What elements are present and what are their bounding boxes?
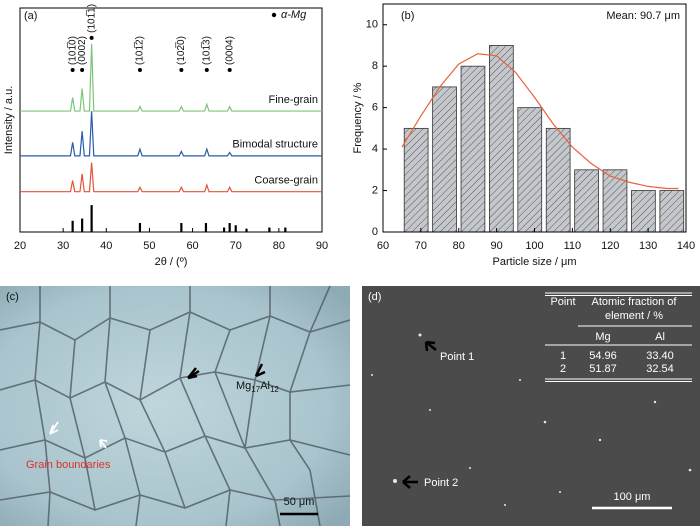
phase-label: Mg17Al12	[236, 380, 279, 394]
histogram-bar	[517, 107, 543, 233]
peak-label: (101̅2)	[134, 36, 146, 65]
scale-bar-label: 50 μm	[284, 496, 315, 508]
histogram-bar	[574, 169, 599, 233]
point-label: Point 2	[424, 477, 458, 489]
peak-label: (101̅0)	[66, 36, 78, 65]
series-line	[20, 43, 322, 112]
plot-frame	[19, 7, 323, 233]
peak-marker	[89, 35, 94, 40]
series-line	[20, 111, 322, 157]
histogram-bar	[489, 45, 514, 233]
phase-text: Al	[260, 380, 270, 392]
peak-marker	[80, 68, 85, 72]
fit-curve	[401, 53, 679, 190]
x-tick-label: 50	[143, 240, 155, 252]
x-axis-label: Particle size / μm	[493, 256, 577, 268]
table-cell: 2	[560, 363, 566, 375]
legend-marker	[271, 12, 277, 18]
series-label: Bimodal structure	[232, 139, 318, 151]
peak-label: (0002)	[77, 36, 88, 65]
panel-label: (b)	[401, 10, 414, 22]
x-axis-label: 2θ / (º)	[155, 256, 188, 268]
phase-subscript: 17	[251, 385, 260, 394]
y-tick-label: 0	[372, 226, 378, 238]
sem-d	[362, 286, 700, 526]
x-tick-label: 70	[415, 240, 427, 252]
histogram-bar	[460, 65, 486, 233]
y-tick-label: 6	[372, 102, 378, 114]
peak-label: (0004)	[224, 36, 235, 65]
peak-marker	[179, 68, 184, 72]
histogram-bar	[403, 127, 429, 233]
x-tick-label: 120	[601, 240, 619, 252]
x-tick-label: 40	[100, 240, 112, 252]
y-tick-label: 2	[372, 184, 378, 196]
x-tick-label: 70	[230, 240, 242, 252]
peak-marker	[204, 68, 209, 72]
histogram-bar	[659, 190, 685, 233]
peak-label: (101̅3)	[200, 36, 212, 65]
legend-label: α-Mg	[281, 9, 307, 21]
x-tick-label: 90	[491, 240, 503, 252]
peak-label: (102̅0)	[175, 36, 187, 65]
x-tick-label: 110	[564, 240, 582, 252]
grain-boundary-label: Grain boundaries	[26, 459, 111, 471]
table-column: Mg	[595, 331, 610, 343]
panel-label: (a)	[24, 10, 37, 22]
x-tick-label: 60	[186, 240, 198, 252]
histogram-bar	[631, 190, 656, 233]
panel-label: (d)	[368, 291, 381, 303]
table-cell: 1	[560, 350, 566, 362]
table-header: Point	[550, 296, 575, 308]
table-cell: 32.54	[646, 363, 674, 375]
peak-label: (101̅1)	[85, 4, 97, 33]
x-tick-label: 140	[677, 240, 695, 252]
table-header: element / %	[605, 310, 663, 322]
table-column: Al	[655, 331, 665, 343]
phase-text: Mg	[236, 380, 251, 392]
y-tick-label: 10	[366, 19, 378, 31]
point-label: Point 1	[440, 351, 474, 363]
series-label: Coarse-grain	[254, 175, 318, 187]
x-tick-label: 20	[14, 240, 26, 252]
table-cell: 54.96	[589, 350, 617, 362]
histogram-bar	[545, 127, 571, 233]
x-tick-label: 130	[639, 240, 657, 252]
scale-bar-label: 100 μm	[614, 491, 651, 503]
y-axis-label: Intensity / a.u.	[3, 86, 15, 154]
y-axis-label: Frequency / %	[352, 82, 364, 153]
composition-table: Point Atomic fraction of element / % Mg Al 1 5…	[550, 296, 677, 375]
table-cell: 33.40	[646, 350, 674, 362]
table-header: Atomic fraction of	[592, 296, 678, 308]
peak-marker	[137, 68, 142, 72]
x-tick-label: 100	[525, 240, 543, 252]
x-tick-label: 80	[453, 240, 465, 252]
x-tick-label: 80	[273, 240, 285, 252]
x-tick-label: 90	[316, 240, 328, 252]
panel-label: (c)	[6, 291, 19, 303]
histogram-bar	[432, 86, 457, 233]
x-tick-label: 60	[377, 240, 389, 252]
micrograph-c	[0, 285, 351, 526]
y-tick-label: 8	[372, 60, 378, 72]
phase-subscript: 12	[270, 385, 279, 394]
series-line	[20, 162, 322, 193]
peak-marker	[70, 68, 75, 72]
peak-marker	[227, 68, 232, 72]
series-label: Fine-grain	[268, 94, 318, 106]
histogram-bar	[602, 169, 628, 233]
table-cell: 51.87	[589, 363, 617, 375]
y-tick-label: 4	[372, 143, 378, 155]
mean-annotation: Mean: 90.7 μm	[606, 10, 680, 22]
x-tick-label: 30	[57, 240, 69, 252]
